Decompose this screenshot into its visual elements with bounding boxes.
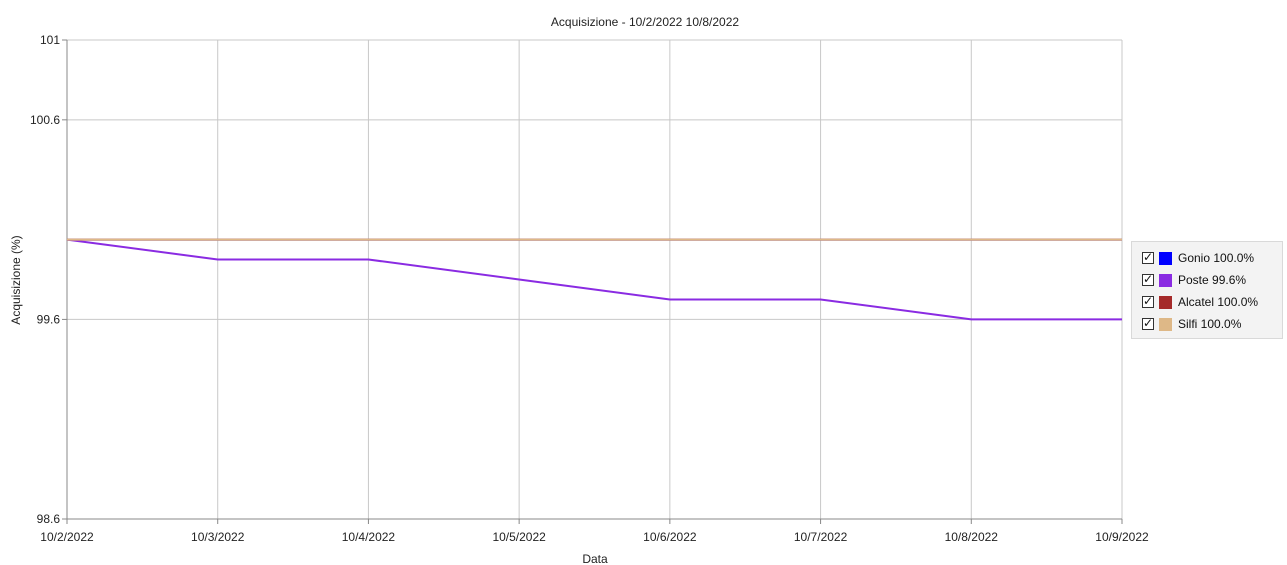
legend-item-poste[interactable]: Poste 99.6% — [1142, 272, 1246, 288]
legend-checkbox-alcatel[interactable] — [1142, 294, 1154, 308]
x-tick-label: 10/3/2022 — [191, 530, 245, 544]
legend-checkbox-poste[interactable] — [1142, 272, 1154, 286]
grid-lines — [62, 39, 1123, 524]
legend-swatch-poste — [1159, 273, 1172, 287]
legend-checkbox-gonio[interactable] — [1142, 250, 1154, 264]
x-tick-label: 10/6/2022 — [643, 530, 697, 544]
legend-item-silfi[interactable]: Silfi 100.0% — [1142, 316, 1241, 332]
legend-item-alcatel[interactable]: Alcatel 100.0% — [1142, 294, 1258, 310]
legend-item-gonio[interactable]: Gonio 100.0% — [1142, 250, 1254, 266]
legend-swatch-silfi — [1159, 317, 1172, 331]
legend-checkbox-silfi[interactable] — [1142, 316, 1154, 330]
legend-swatch-alcatel — [1159, 295, 1172, 309]
axis-ticks: 101 100.6 99.6 98.6 10/2/2022 10/3/2022 10/4/2… — [30, 33, 1149, 544]
y-tick-label: 100.6 — [30, 113, 60, 127]
x-axis-label: Data — [582, 552, 608, 565]
legend-swatch-gonio — [1159, 251, 1172, 265]
legend-label-poste: Poste 99.6% — [1178, 273, 1247, 287]
legend-label-gonio: Gonio 100.0% — [1178, 251, 1255, 265]
x-tick-label: 10/5/2022 — [492, 530, 546, 544]
legend: Gonio 100.0% Poste 99.6% Alcatel 100.0% … — [1131, 241, 1283, 339]
y-tick-label: 99.6 — [37, 312, 61, 326]
chart-title: Acquisizione - 10/2/2022 10/8/2022 — [551, 15, 739, 29]
series-line-poste — [66, 238, 1122, 321]
x-tick-label: 10/4/2022 — [342, 530, 396, 544]
x-tick-label: 10/2/2022 — [40, 530, 94, 544]
legend-label-silfi: Silfi 100.0% — [1178, 317, 1242, 331]
series-lines — [66, 238, 1122, 321]
x-tick-label: 10/8/2022 — [945, 530, 999, 544]
y-axis-label: Acquisizione (%) — [9, 235, 23, 324]
x-tick-label: 10/9/2022 — [1095, 530, 1149, 544]
y-tick-label: 98.6 — [37, 512, 61, 526]
x-tick-label: 10/7/2022 — [794, 530, 848, 544]
y-tick-label: 101 — [40, 33, 60, 47]
legend-label-alcatel: Alcatel 100.0% — [1178, 295, 1259, 309]
